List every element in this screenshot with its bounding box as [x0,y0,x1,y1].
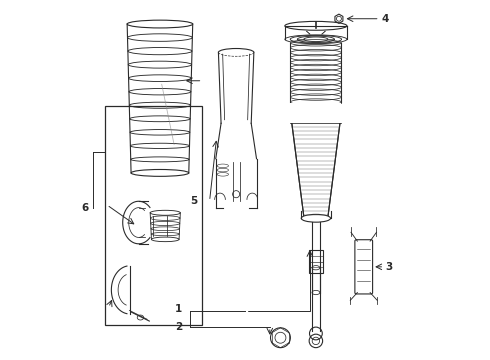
Bar [291,103,342,123]
Text: 6: 6 [82,203,89,213]
Text: 2: 2 [175,322,182,332]
Bar [105,105,202,325]
Text: 3: 3 [386,262,393,272]
Text: 4: 4 [381,14,389,24]
Text: 5: 5 [190,196,197,206]
Text: 1: 1 [175,304,182,314]
Bar [309,250,322,273]
